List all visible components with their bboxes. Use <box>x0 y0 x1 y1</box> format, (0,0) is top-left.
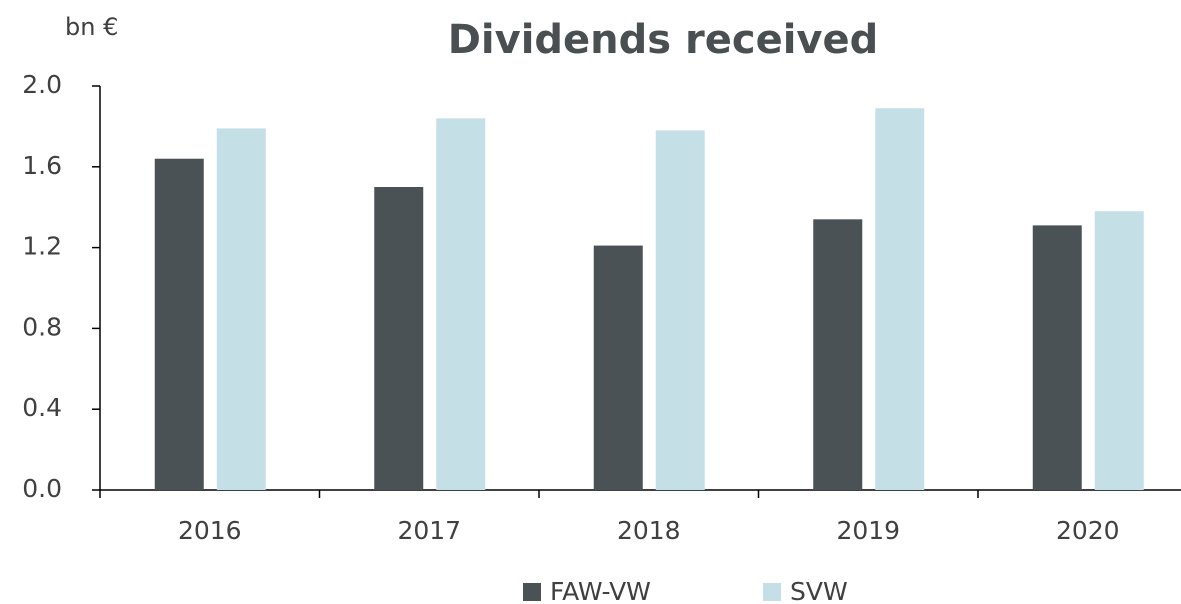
x-tick-label: 2016 <box>178 516 242 545</box>
x-tick-label: 2020 <box>1056 516 1120 545</box>
chart-title: Dividends received <box>448 17 879 63</box>
y-tick-label: 0.4 <box>22 393 62 422</box>
bar <box>436 118 486 490</box>
bar <box>875 108 925 490</box>
bar <box>1094 211 1144 491</box>
y-tick-label: 1.2 <box>22 232 62 261</box>
legend-swatch <box>763 583 781 601</box>
bar <box>593 245 643 490</box>
bar <box>374 187 424 490</box>
y-tick-label: 0.0 <box>22 474 62 503</box>
y-axis-unit: bn € <box>65 13 118 41</box>
bar <box>154 158 204 490</box>
y-tick-label: 0.8 <box>22 312 62 341</box>
x-tick-label: 2019 <box>836 516 900 545</box>
bar <box>655 130 705 490</box>
bar <box>216 128 266 491</box>
y-tick-label: 1.6 <box>22 151 62 180</box>
bar <box>813 219 863 490</box>
bar <box>1032 225 1082 490</box>
y-tick-label: 2.0 <box>22 70 62 99</box>
x-tick-label: 2018 <box>617 516 681 545</box>
legend-label: SVW <box>790 577 848 604</box>
x-tick-label: 2017 <box>397 516 461 545</box>
legend-swatch <box>523 583 541 601</box>
legend-label: FAW-VW <box>550 577 651 604</box>
